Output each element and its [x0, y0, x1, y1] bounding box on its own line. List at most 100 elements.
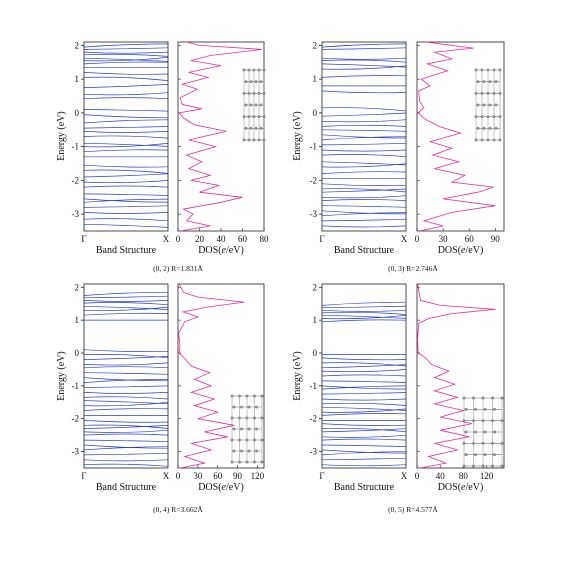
band-line [83, 185, 169, 188]
dos-x-tick-label: 120 [251, 471, 265, 481]
band-line [321, 107, 407, 112]
band-line [83, 433, 169, 436]
k-label-x: X [163, 471, 170, 481]
dos-frame [416, 283, 505, 469]
dos-curve [417, 41, 496, 232]
band-line [321, 434, 407, 438]
nanotube-atom [493, 430, 496, 434]
band-line [83, 135, 169, 139]
band-line [321, 163, 407, 168]
band-line [83, 402, 169, 407]
band-line [83, 193, 169, 196]
nanotube-atom [254, 126, 258, 130]
band-line [83, 459, 169, 462]
y-tick-label: -3 [72, 447, 80, 457]
y-axis-label: Energy (eV) [56, 351, 67, 401]
dos-x-tick-label: 30 [193, 471, 203, 481]
band-line [83, 439, 169, 443]
band-structure-label: Band Structure [96, 245, 157, 256]
band-line [83, 169, 169, 174]
nanotube-atom [255, 427, 258, 431]
band-line [83, 131, 169, 133]
band-line [321, 402, 407, 406]
nanotube-atom [494, 126, 498, 130]
nanotube-atom [494, 80, 498, 84]
nanotube-atom [259, 80, 263, 84]
nanotube-atom [254, 103, 258, 107]
band-line [321, 464, 407, 467]
dos-curve [178, 283, 245, 469]
band-line [83, 372, 169, 375]
dos-x-tick-label: 0 [176, 471, 181, 481]
nanotube-structure-image [462, 396, 504, 468]
band-line [83, 420, 169, 423]
band-line [83, 97, 169, 100]
nanotube-atom [482, 80, 486, 84]
dos-label: DOS(e/eV) [438, 482, 484, 493]
band-line [321, 57, 407, 60]
nanotube-atom [474, 407, 477, 411]
nanotube-atom [247, 405, 251, 409]
y-tick-label: 0 [313, 348, 318, 358]
band-line [83, 424, 169, 429]
nanotube-atom [488, 80, 492, 84]
k-label-gamma: Γ [319, 471, 324, 481]
nanotube-atom [483, 453, 487, 457]
nanotube-atom [476, 103, 480, 107]
nanotube-atom [249, 80, 253, 84]
y-tick-label: -2 [72, 175, 80, 185]
band-line [83, 143, 169, 148]
k-label-x: X [163, 234, 170, 244]
panel-caption: (0, 4) R=3.662Å [153, 505, 203, 514]
k-label-gamma: Γ [319, 234, 324, 244]
k-label-gamma: Γ [81, 234, 86, 244]
nanotube-atom [482, 103, 486, 107]
band-line [321, 65, 407, 70]
band-line [83, 84, 169, 88]
dos-x-tick-label: 0 [415, 234, 420, 244]
y-tick-label: 2 [313, 40, 318, 50]
band-line [83, 291, 169, 296]
band-line [321, 90, 407, 94]
band-line [321, 142, 407, 146]
band-line [83, 149, 169, 153]
band-line [83, 300, 169, 302]
band-line [83, 379, 169, 383]
band-line [83, 396, 169, 400]
band-line [321, 319, 407, 323]
nanotube-atom [259, 126, 263, 130]
band-line [83, 356, 169, 360]
band-structure-label: Band Structure [334, 482, 395, 493]
nanotube-atom [493, 453, 496, 457]
band-line [321, 457, 407, 461]
nanotube-atom [232, 427, 236, 431]
k-label-gamma: Γ [81, 471, 86, 481]
dos-label: DOS(e/eV) [198, 482, 244, 493]
band-line [321, 43, 407, 48]
band-line [321, 218, 407, 222]
nanotube-atom [483, 430, 487, 434]
dos-x-tick-label: 90 [233, 471, 243, 481]
band-line [83, 366, 169, 369]
y-tick-label: 0 [313, 108, 318, 118]
nanotube-structure-image [474, 68, 502, 142]
band-line [83, 223, 169, 228]
y-axis-label: Energy (eV) [292, 111, 303, 161]
nanotube-atom [247, 449, 251, 453]
nanotube-atom [249, 103, 253, 107]
band-line [83, 198, 169, 203]
dos-curve [178, 41, 262, 232]
y-tick-label: -2 [310, 414, 318, 424]
band-line [321, 423, 407, 426]
y-tick-label: 2 [75, 282, 80, 292]
band-line [321, 183, 407, 186]
panel-2: -3 -2 -1 0 1 2 Energy (eV) Γ X Band Structure 0 30 6… [292, 40, 505, 273]
band-line [83, 349, 169, 352]
panel-4: -3 -2 -1 0 1 2 Energy (eV) Γ X Band Structure 0 40 8… [292, 282, 505, 514]
dos-x-tick-label: 30 [439, 234, 449, 244]
band-line [321, 188, 407, 193]
dos-x-tick-label: 60 [465, 234, 475, 244]
band-structure-label: Band Structure [96, 482, 157, 493]
band-line [321, 380, 407, 383]
band-line [83, 429, 169, 433]
